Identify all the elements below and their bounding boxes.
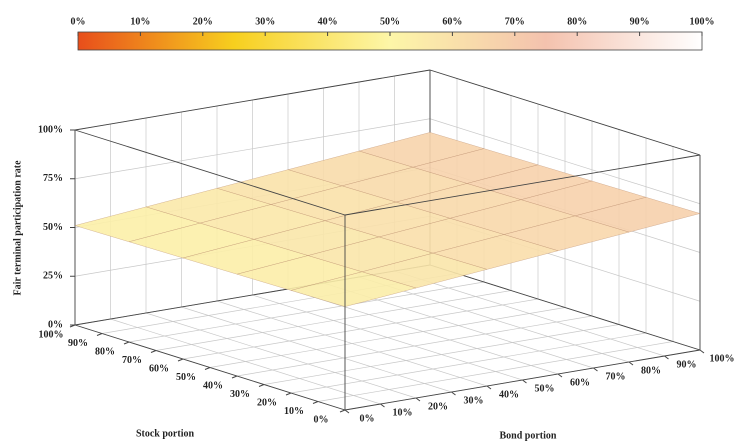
colorbar-tick-label: 100% bbox=[690, 16, 715, 27]
x-tick-label: 60% bbox=[149, 363, 169, 374]
colorbar-tick-label: 50% bbox=[380, 16, 400, 27]
floor-grid-line bbox=[146, 313, 416, 398]
chart: Fair terminal participation rate Stock p… bbox=[0, 0, 741, 446]
x-tick bbox=[232, 376, 237, 378]
y-tick-label: 80% bbox=[641, 365, 661, 376]
colorbar-tick-label: 60% bbox=[442, 16, 462, 27]
x-tick-label: 40% bbox=[203, 380, 223, 391]
floor-grid-line bbox=[395, 271, 665, 356]
z-tick-label: 50% bbox=[43, 222, 63, 233]
colorbar-tick-label: 80% bbox=[567, 16, 587, 27]
colorbar-tick-label: 90% bbox=[630, 16, 650, 27]
y-tick bbox=[700, 350, 704, 353]
y-tick bbox=[629, 362, 633, 365]
floor-grid-line bbox=[253, 295, 523, 380]
colorbar-tick-label: 20% bbox=[193, 16, 213, 27]
x-tick-label: 30% bbox=[230, 389, 250, 400]
colorbar-tick-label: 40% bbox=[318, 16, 338, 27]
y-tick bbox=[381, 404, 385, 407]
x-tick-label: 50% bbox=[176, 372, 196, 383]
z-axis-label: Fair terminal participation rate bbox=[12, 160, 23, 296]
floor-grid-line bbox=[217, 301, 487, 386]
colorbar-tick-label: 70% bbox=[505, 16, 525, 27]
y-tick bbox=[416, 398, 420, 401]
y-tick-label: 90% bbox=[677, 359, 697, 370]
z-tick-label: 75% bbox=[43, 173, 63, 184]
x-tick bbox=[97, 334, 102, 336]
colorbar-tick-label: 30% bbox=[255, 16, 275, 27]
z-tick-label: 25% bbox=[43, 271, 63, 282]
x-tick bbox=[340, 410, 345, 412]
y-tick bbox=[345, 410, 349, 413]
colorbar-tick-label: 0% bbox=[71, 16, 86, 27]
x-tick-label: 90% bbox=[68, 338, 88, 349]
x-tick bbox=[124, 342, 129, 344]
x-tick-label: 100% bbox=[39, 329, 64, 340]
x-tick bbox=[178, 359, 183, 361]
y-tick bbox=[523, 380, 527, 383]
x-tick bbox=[259, 385, 264, 387]
z-tick-label: 100% bbox=[38, 124, 63, 135]
x-tick bbox=[205, 368, 210, 370]
x-tick-label: 10% bbox=[284, 406, 304, 417]
x-axis-label: Stock portion bbox=[136, 428, 195, 439]
y-tick-label: 100% bbox=[710, 353, 735, 364]
x-tick-label: 20% bbox=[257, 397, 277, 408]
y-tick bbox=[487, 386, 491, 389]
floor-grid-line bbox=[182, 307, 452, 392]
y-tick-label: 60% bbox=[570, 377, 590, 388]
y-tick bbox=[558, 374, 562, 377]
y-tick-label: 40% bbox=[499, 389, 519, 400]
y-tick-label: 30% bbox=[464, 395, 484, 406]
x-tick bbox=[151, 351, 156, 353]
y-tick bbox=[452, 392, 456, 395]
x-tick bbox=[313, 402, 318, 404]
colorbar-tick-label: 10% bbox=[130, 16, 150, 27]
y-tick-label: 50% bbox=[535, 383, 555, 394]
y-tick bbox=[594, 368, 598, 371]
y-tick-label: 0% bbox=[360, 413, 375, 424]
x-tick bbox=[286, 393, 291, 395]
y-axis-label: Bond portion bbox=[500, 430, 557, 441]
z-tick-label: 0% bbox=[48, 319, 63, 330]
x-tick-label: 70% bbox=[122, 355, 142, 366]
y-tick bbox=[665, 356, 669, 359]
y-tick-label: 70% bbox=[606, 371, 626, 382]
y-tick-label: 10% bbox=[393, 407, 413, 418]
y-tick-label: 20% bbox=[428, 401, 448, 412]
x-tick-label: 0% bbox=[314, 414, 329, 425]
x-tick-label: 80% bbox=[95, 346, 115, 357]
